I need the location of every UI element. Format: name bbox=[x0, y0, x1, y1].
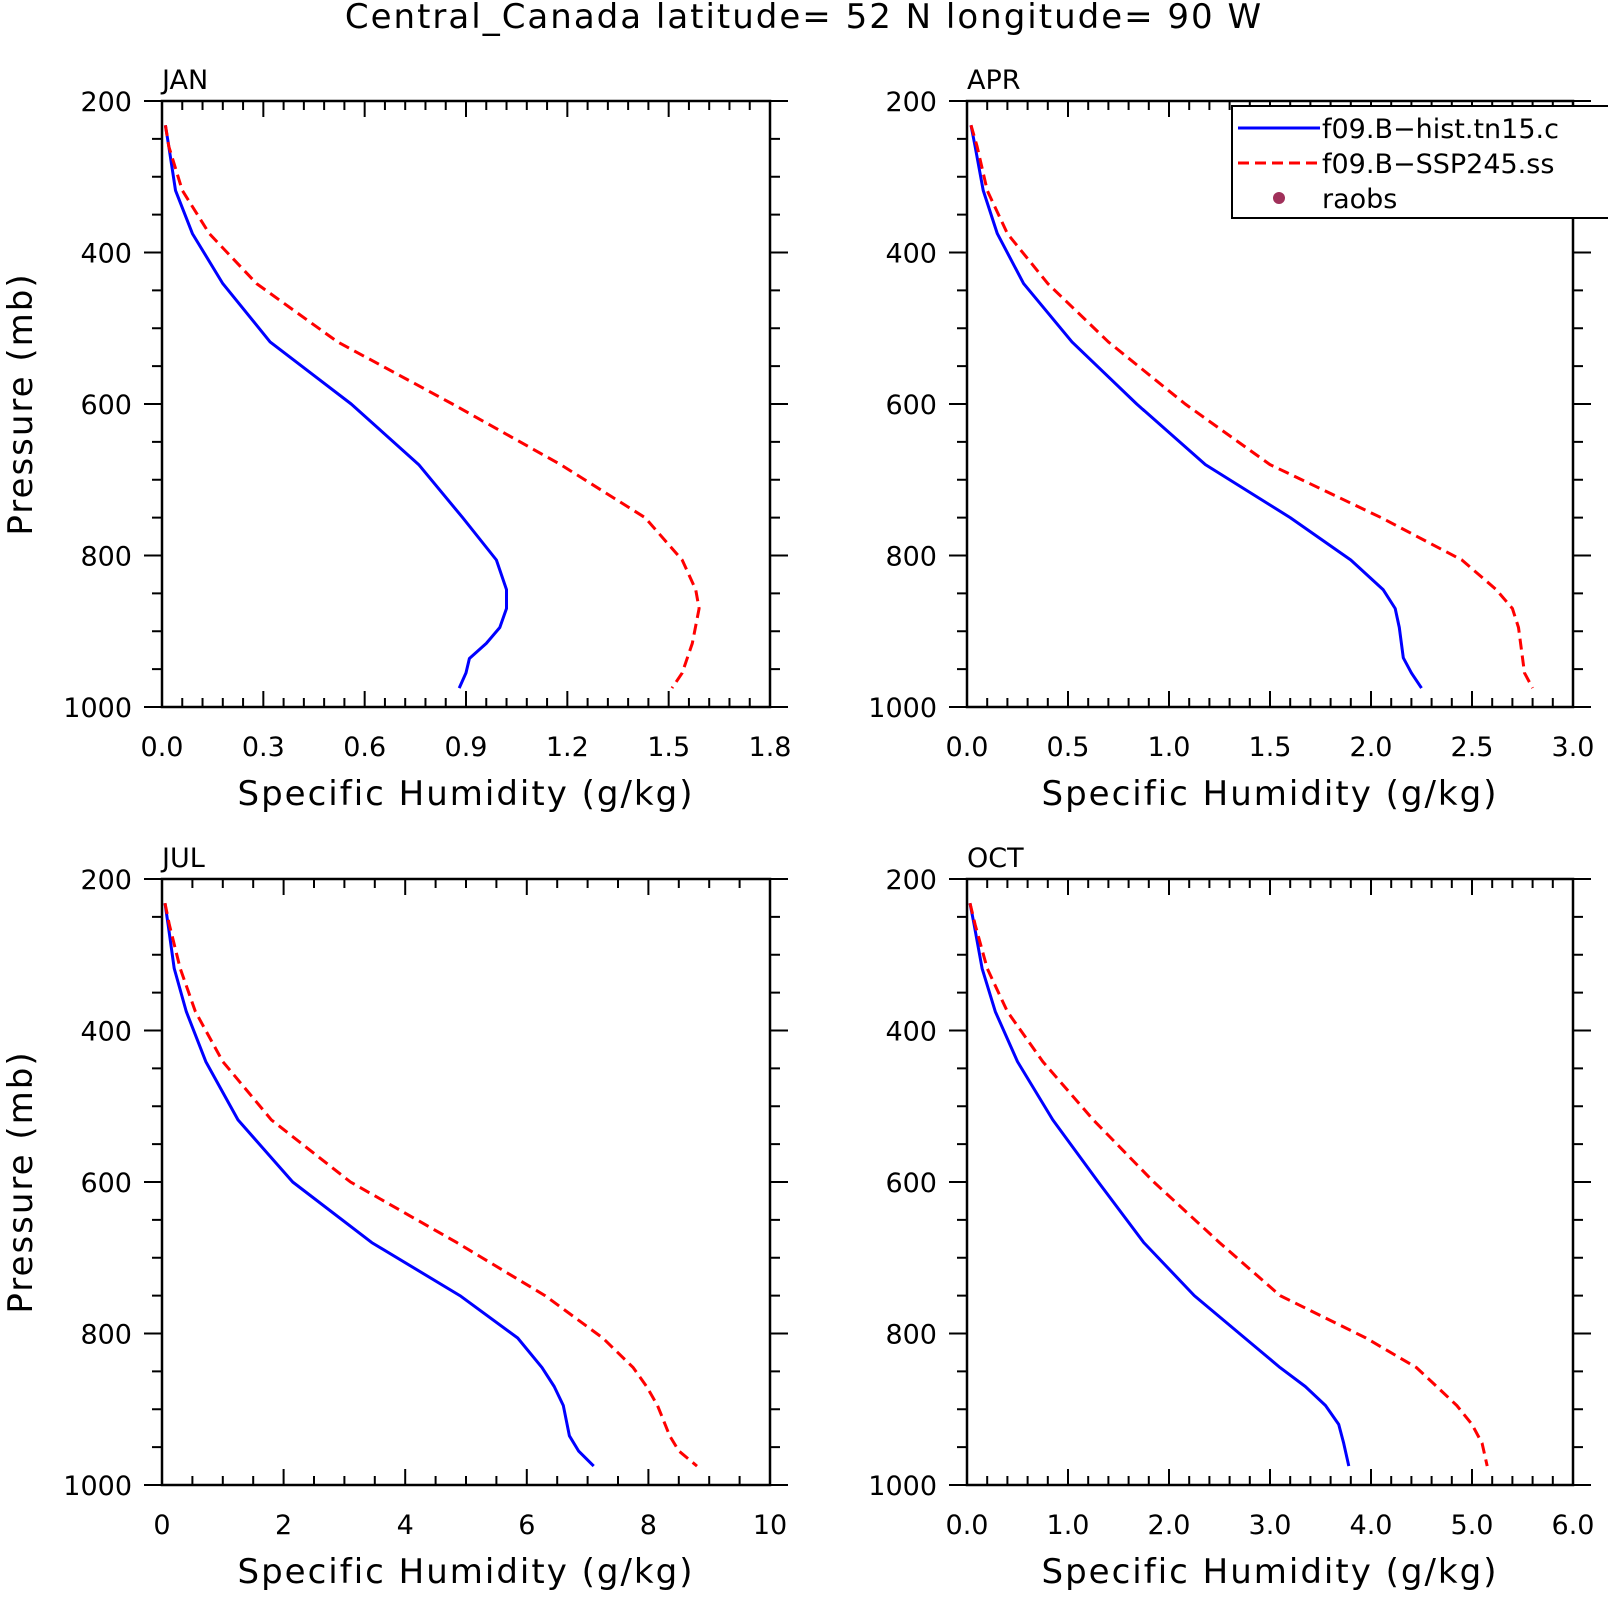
y-tick-label: 400 bbox=[80, 1017, 132, 1048]
x-tick-label: 1.8 bbox=[749, 732, 792, 763]
y-tick-label: 200 bbox=[885, 87, 937, 118]
x-axis-label: Specific Humidity (g/kg) bbox=[238, 1552, 695, 1592]
panel-jul: JUL 0 2 4 6 8 10 200 400 600 800 1000 Specific Humid… bbox=[1, 843, 788, 1592]
y-tick-label: 1000 bbox=[63, 693, 132, 724]
series-line-ssp245 bbox=[968, 902, 1489, 1467]
x-tick-label: 2.0 bbox=[1350, 732, 1393, 763]
x-tick-label: 3.0 bbox=[1249, 1510, 1292, 1541]
x-axis-label: Specific Humidity (g/kg) bbox=[238, 774, 695, 814]
legend-label: raobs bbox=[1322, 184, 1397, 215]
y-tick-label: 200 bbox=[80, 87, 132, 118]
y-tick-label: 200 bbox=[885, 865, 937, 896]
panel-title: APR bbox=[967, 65, 1021, 96]
x-tick-label: 0.0 bbox=[141, 732, 184, 763]
x-tick-label: 5.0 bbox=[1451, 1510, 1494, 1541]
y-tick-label: 400 bbox=[80, 239, 132, 270]
plot-frame bbox=[965, 877, 1575, 1487]
series-line-hist bbox=[969, 124, 1423, 689]
y-tick-label: 200 bbox=[80, 865, 132, 896]
x-axis-label: Specific Humidity (g/kg) bbox=[1042, 1552, 1499, 1592]
x-tick-label: 4 bbox=[397, 1510, 414, 1541]
y-tick-label: 800 bbox=[80, 1320, 132, 1351]
x-tick-label: 6 bbox=[518, 1510, 535, 1541]
x-tick-label: 2.0 bbox=[1148, 1510, 1191, 1541]
series-line-hist bbox=[968, 902, 1351, 1467]
panel-title: OCT bbox=[967, 843, 1024, 874]
x-tick-label: 4.0 bbox=[1350, 1510, 1393, 1541]
panel-jan: JAN 0.0 0.3 0.6 0.9 1.2 1.5 1.8 200 400 600 800 1000… bbox=[1, 65, 791, 814]
x-tick-label: 1.0 bbox=[1148, 732, 1191, 763]
y-tick-label: 600 bbox=[885, 390, 937, 421]
series-line-ssp245 bbox=[163, 124, 701, 689]
y-tick-label: 600 bbox=[80, 390, 132, 421]
panel-title: JAN bbox=[160, 65, 208, 96]
page-title: Central_Canada latitude= 52 N longitude=… bbox=[345, 0, 1263, 37]
x-tick-label: 0.0 bbox=[946, 732, 989, 763]
y-tick-label: 1000 bbox=[63, 1471, 132, 1502]
y-tick-label: 600 bbox=[80, 1168, 132, 1199]
series-line-hist bbox=[163, 124, 508, 689]
y-tick-label: 400 bbox=[885, 1017, 937, 1048]
panel-title: JUL bbox=[160, 843, 205, 874]
series-line-hist bbox=[163, 902, 595, 1468]
y-tick-label: 400 bbox=[885, 239, 937, 270]
x-tick-label: 0.0 bbox=[946, 1510, 989, 1541]
y-tick-label: 1000 bbox=[868, 693, 937, 724]
x-axis-label: Specific Humidity (g/kg) bbox=[1042, 774, 1499, 814]
x-tick-label: 2.5 bbox=[1451, 732, 1494, 763]
x-tick-label: 0.5 bbox=[1047, 732, 1090, 763]
legend: f09.B−hist.tn15.c f09.B−SSP245.ss raobs bbox=[1231, 105, 1608, 219]
x-tick-label: 0.3 bbox=[242, 732, 285, 763]
legend-marker-raobs bbox=[1273, 192, 1285, 204]
y-axis-label: Pressure (mb) bbox=[1, 272, 41, 535]
series-line-ssp245 bbox=[969, 124, 1534, 689]
x-tick-label: 0.9 bbox=[445, 732, 488, 763]
plot-frame bbox=[160, 877, 772, 1487]
y-tick-label: 800 bbox=[80, 542, 132, 573]
panel-oct: OCT 0.0 1.0 2.0 3.0 4.0 5.0 6.0 200 400 600 800 1000… bbox=[868, 843, 1594, 1592]
x-tick-label: 1.2 bbox=[546, 732, 589, 763]
series-line-ssp245 bbox=[163, 902, 698, 1468]
x-tick-label: 3.0 bbox=[1552, 732, 1595, 763]
legend-label: f09.B−SSP245.ss bbox=[1322, 149, 1554, 180]
y-tick-label: 800 bbox=[885, 1320, 937, 1351]
y-tick-label: 1000 bbox=[868, 1471, 937, 1502]
x-tick-label: 8 bbox=[640, 1510, 657, 1541]
x-tick-label: 2 bbox=[275, 1510, 292, 1541]
y-tick-label: 800 bbox=[885, 542, 937, 573]
x-tick-label: 0.6 bbox=[343, 732, 386, 763]
legend-label: f09.B−hist.tn15.c bbox=[1322, 114, 1559, 145]
x-tick-label: 1.0 bbox=[1047, 1510, 1090, 1541]
y-tick-label: 600 bbox=[885, 1168, 937, 1199]
y-axis-label: Pressure (mb) bbox=[1, 1050, 41, 1313]
x-tick-label: 10 bbox=[753, 1510, 787, 1541]
x-tick-label: 0 bbox=[153, 1510, 170, 1541]
x-tick-label: 1.5 bbox=[1249, 732, 1292, 763]
plot-frame bbox=[160, 99, 772, 709]
x-tick-label: 6.0 bbox=[1552, 1510, 1595, 1541]
x-tick-label: 1.5 bbox=[647, 732, 690, 763]
